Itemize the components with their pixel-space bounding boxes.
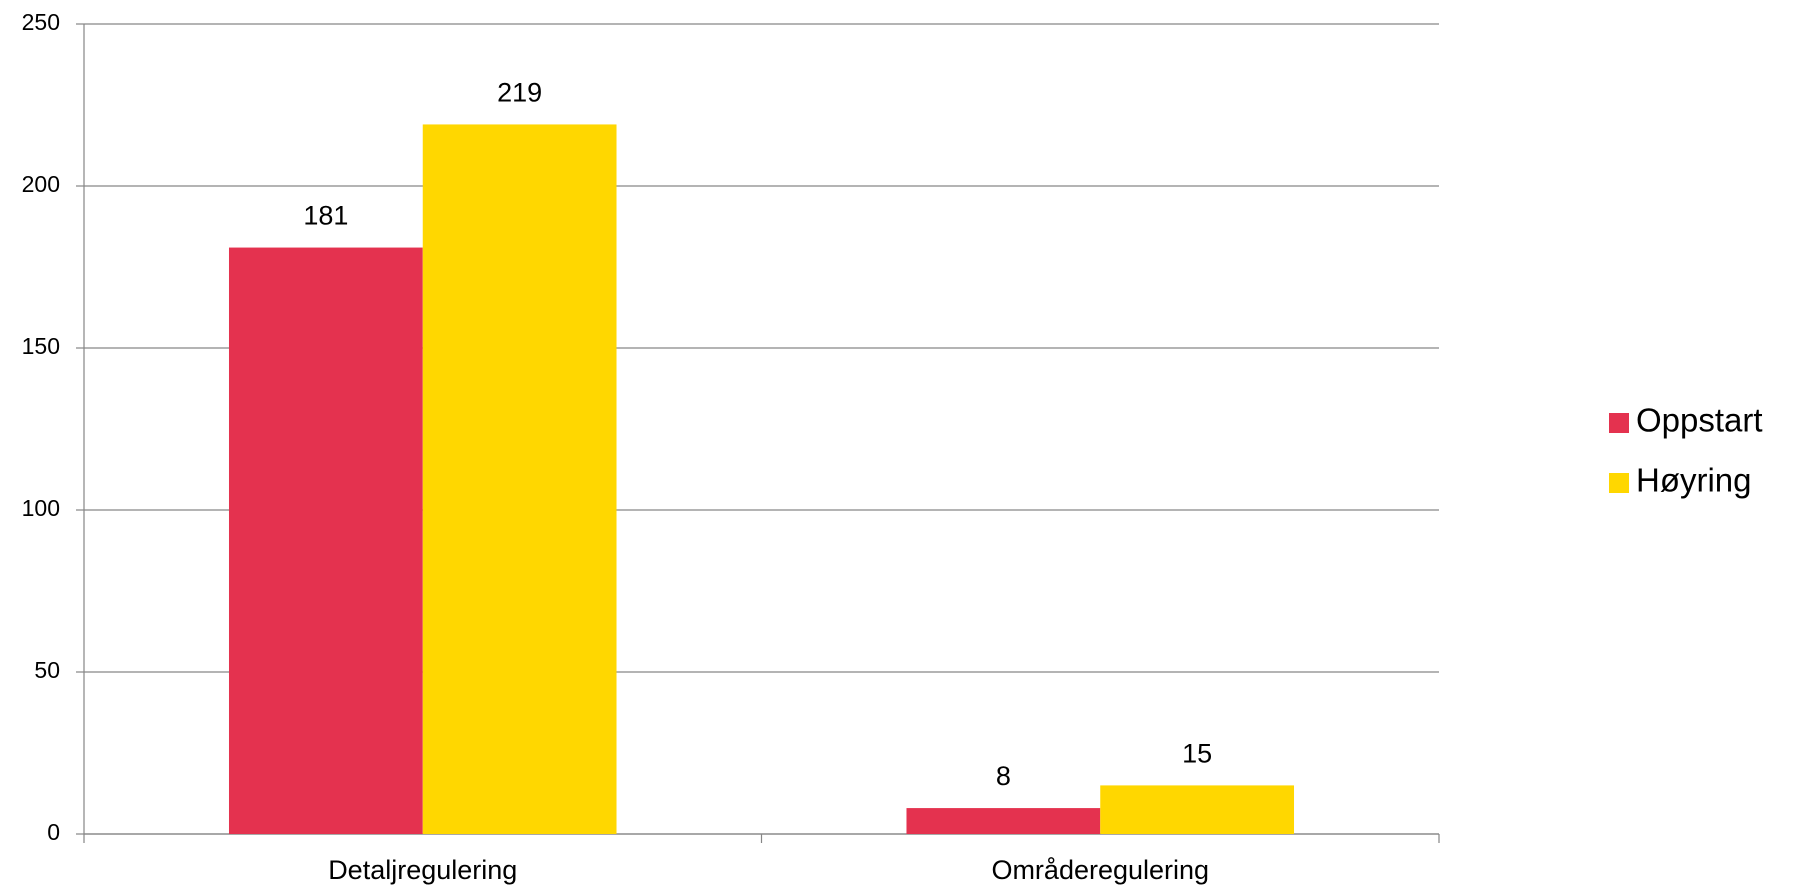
data-label: 8 bbox=[996, 761, 1011, 791]
y-tick-label: 150 bbox=[22, 333, 60, 359]
data-label: 15 bbox=[1182, 739, 1212, 769]
y-tick-label: 50 bbox=[34, 657, 60, 683]
legend-text: Oppstart bbox=[1636, 402, 1763, 439]
bar bbox=[906, 808, 1101, 834]
y-tick-label: 0 bbox=[47, 819, 60, 845]
legend-text: Høyring bbox=[1636, 462, 1752, 499]
y-tick-label: 100 bbox=[22, 495, 60, 521]
data-label: 219 bbox=[497, 78, 542, 108]
bar bbox=[228, 247, 423, 834]
bar bbox=[1100, 785, 1295, 834]
data-label: 181 bbox=[303, 201, 348, 231]
x-tick-label: Detaljregulering bbox=[328, 855, 517, 885]
y-tick-label: 250 bbox=[22, 9, 60, 35]
bar bbox=[422, 124, 617, 834]
y-tick-label: 200 bbox=[22, 171, 60, 197]
legend-swatch bbox=[1609, 413, 1629, 433]
x-tick-label: Områderegulering bbox=[991, 855, 1209, 885]
legend-swatch bbox=[1609, 473, 1629, 493]
